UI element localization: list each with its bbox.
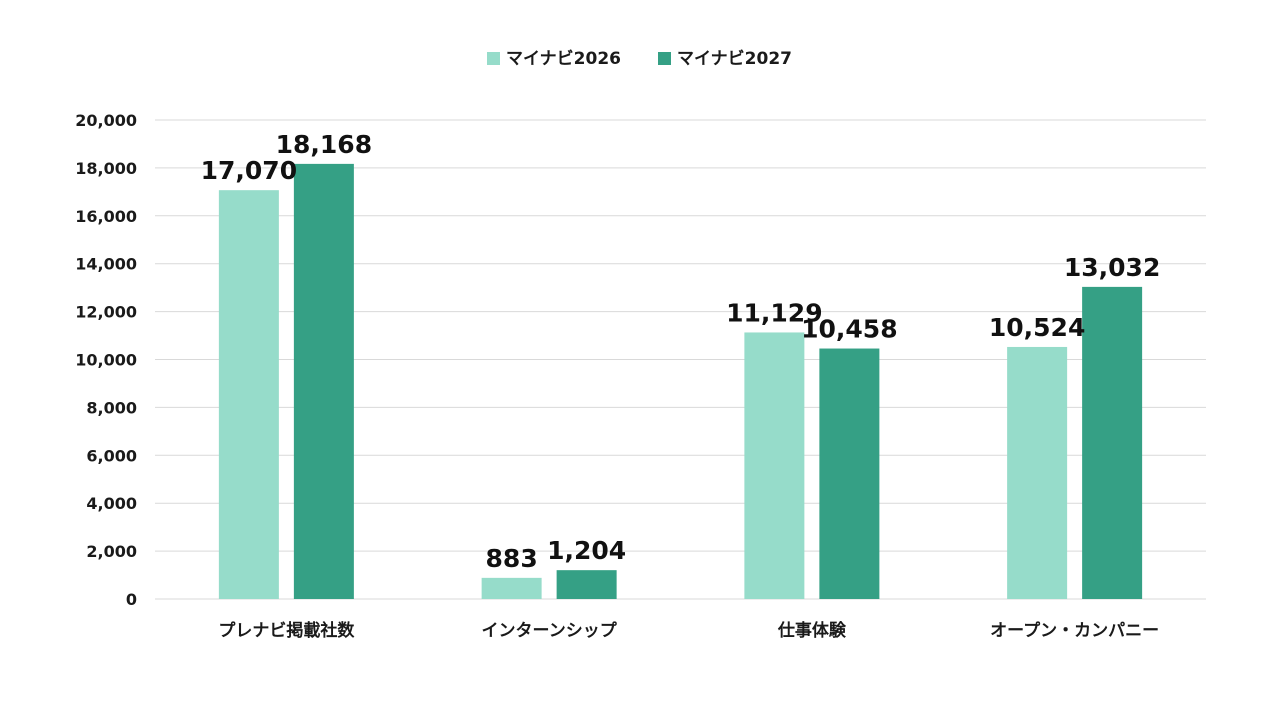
- data-label: 883: [486, 544, 538, 573]
- data-label: 10,524: [989, 313, 1085, 342]
- legend-swatch: [487, 52, 500, 65]
- data-label: 13,032: [1064, 253, 1160, 282]
- bar: [744, 332, 805, 599]
- data-label: 17,070: [201, 156, 297, 185]
- y-tick-label: 2,000: [86, 542, 137, 561]
- x-tick-label: インターンシップ: [482, 620, 618, 641]
- bar: [819, 348, 880, 599]
- y-tick-label: 6,000: [86, 446, 137, 465]
- data-label: 1,204: [547, 536, 626, 565]
- data-label: 10,458: [801, 315, 897, 344]
- bar: [1082, 286, 1143, 599]
- y-tick-label: 8,000: [86, 398, 137, 417]
- y-tick-label: 10,000: [75, 351, 137, 370]
- y-tick-label: 20,000: [75, 111, 137, 130]
- bar: [481, 577, 542, 599]
- bar: [293, 163, 354, 599]
- y-axis: 0 2,000 4,000 6,000 8,000 10,000 12,000 14,000 1…: [75, 111, 137, 609]
- legend-label: マイナビ2027: [677, 49, 792, 69]
- x-tick-label: プレナビ掲載社数: [218, 620, 355, 641]
- y-tick-label: 0: [126, 590, 137, 609]
- x-tick-label: オープン・カンパニー: [990, 620, 1159, 641]
- y-tick-label: 18,000: [75, 159, 137, 178]
- y-tick-label: 16,000: [75, 207, 137, 226]
- data-label: 11,129: [726, 298, 822, 327]
- y-tick-label: 4,000: [86, 494, 137, 513]
- bar: [218, 190, 279, 599]
- bar: [1007, 346, 1068, 599]
- y-tick-label: 14,000: [75, 255, 137, 274]
- legend-label: マイナビ2026: [506, 49, 621, 69]
- bars: [218, 163, 1143, 599]
- x-tick-label: 仕事体験: [777, 620, 847, 641]
- y-tick-label: 12,000: [75, 303, 137, 322]
- bar: [556, 570, 617, 599]
- legend: マイナビ2026 マイナビ2027: [487, 49, 792, 69]
- data-label: 18,168: [276, 130, 372, 159]
- legend-swatch: [658, 52, 671, 65]
- x-axis: プレナビ掲載社数 インターンシップ 仕事体験 オープン・カンパニー: [218, 620, 1159, 641]
